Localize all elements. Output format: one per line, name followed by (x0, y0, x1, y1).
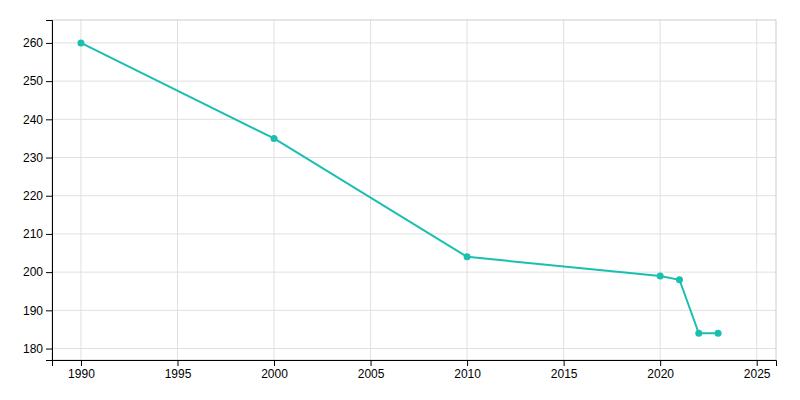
grid-line-x (274, 20, 275, 360)
x-tick: 2010 (454, 360, 481, 381)
x-tick-label: 2020 (647, 367, 674, 381)
x-tick: 2025 (744, 360, 771, 381)
x-tick: 2005 (358, 360, 385, 381)
x-axis-line (53, 361, 777, 367)
grid-line-y (52, 348, 776, 349)
grid-line-x (80, 20, 81, 360)
point (271, 135, 278, 142)
grid-line-x (660, 20, 661, 360)
y-tick: 200 (23, 265, 52, 279)
y-tick-mark (46, 158, 52, 159)
x-tick-mark (81, 360, 82, 366)
x-tick-label: 2010 (454, 367, 481, 381)
x-tick-mark (371, 360, 372, 366)
y-tick: 250 (23, 74, 52, 88)
y-tick: 220 (23, 189, 52, 203)
x-axis: 1990 1995 2000 2005 2010 2015 2020 2025 (53, 360, 777, 381)
y-tick: 230 (23, 151, 52, 165)
point (715, 330, 722, 337)
x-tick-mark (757, 360, 758, 366)
y-tick: 190 (23, 304, 52, 318)
y-tick-mark (46, 43, 52, 44)
y-tick-label: 240 (23, 113, 43, 127)
y-tick-mark (46, 196, 52, 197)
y-tick: 260 (23, 36, 52, 50)
point (695, 330, 702, 337)
x-tick-label: 2000 (261, 367, 288, 381)
y-tick-label: 260 (23, 36, 43, 50)
grid (52, 20, 776, 360)
grid-line-x (370, 20, 371, 360)
point (77, 39, 84, 46)
line (81, 43, 718, 333)
grid-line-x (756, 20, 757, 360)
point (464, 253, 471, 260)
y-tick: 180 (23, 342, 52, 356)
x-tick: 2015 (551, 360, 578, 381)
plot-area: 1990 1995 2000 2005 2010 2015 2020 2025 180 190 20… (23, 20, 777, 381)
x-tick-mark (660, 360, 661, 366)
y-tick-label: 230 (23, 151, 43, 165)
y-tick-label: 220 (23, 189, 43, 203)
y-tick-mark (46, 81, 52, 82)
grid-line-y (52, 42, 776, 43)
grid-line-x (177, 20, 178, 360)
grid-line-y (52, 310, 776, 311)
y-tick-label: 180 (23, 342, 43, 356)
x-tick-mark (467, 360, 468, 366)
grid-line-x (467, 20, 468, 360)
y-tick: 210 (23, 227, 52, 241)
y-tick-mark (46, 310, 52, 311)
y-tick-label: 200 (23, 265, 43, 279)
grid-line-y (52, 119, 776, 120)
x-tick: 2000 (261, 360, 288, 381)
x-tick: 1990 (68, 360, 95, 381)
y-tick-mark (46, 119, 52, 120)
x-tick-mark (564, 360, 565, 366)
y-tick: 240 (23, 113, 52, 127)
x-tick-label: 1990 (68, 367, 95, 381)
grid-line-y (52, 272, 776, 273)
x-tick: 2020 (647, 360, 674, 381)
grid-line-x (563, 20, 564, 360)
x-tick-label: 2005 (358, 367, 385, 381)
grid-line-y (52, 157, 776, 158)
grid-line-y (52, 233, 776, 234)
y-tick-mark (46, 272, 52, 273)
y-tick-mark (46, 349, 52, 350)
chart: 1990 1995 2000 2005 2010 2015 2020 2025 180 190 20… (0, 0, 800, 400)
grid-line-y (52, 195, 776, 196)
y-axis: 180 190 200 210 220 230 240 250 260 (23, 21, 53, 361)
x-tick-label: 2025 (744, 367, 771, 381)
x-tick: 1995 (165, 360, 192, 381)
series (77, 39, 721, 336)
y-axis-line (46, 21, 53, 361)
x-tick-label: 1995 (165, 367, 192, 381)
x-tick-mark (274, 360, 275, 366)
point (676, 276, 683, 283)
point (657, 272, 664, 279)
y-tick-label: 250 (23, 74, 43, 88)
y-tick-mark (46, 234, 52, 235)
x-tick-label: 2015 (551, 367, 578, 381)
y-tick-label: 190 (23, 304, 43, 318)
y-tick-label: 210 (23, 227, 43, 241)
x-tick-mark (177, 360, 178, 366)
plot-frame (52, 20, 776, 360)
